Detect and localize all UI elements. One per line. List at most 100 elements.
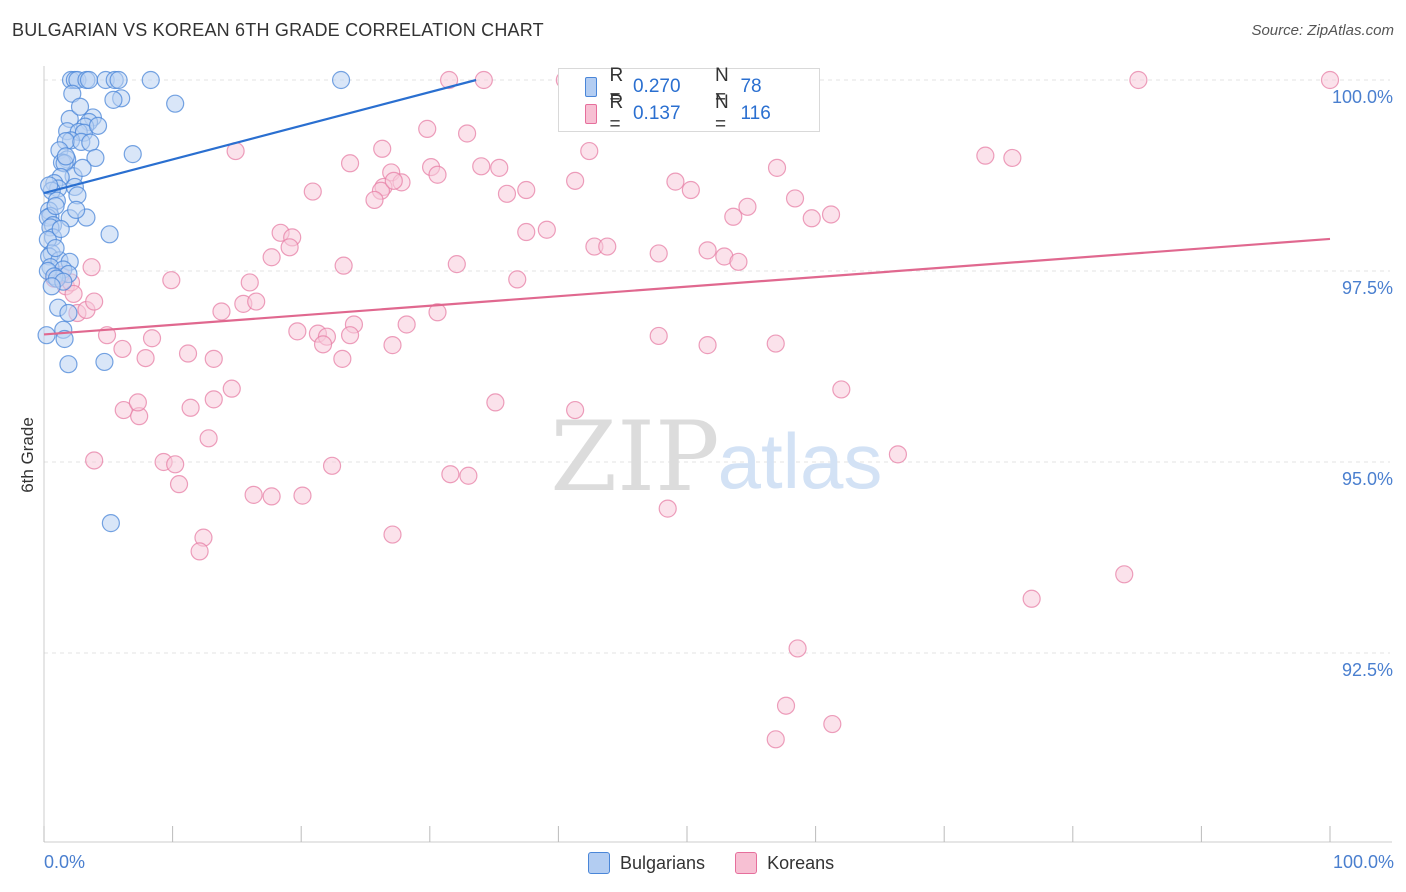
koreans-point	[698, 336, 717, 355]
koreans-point	[204, 390, 223, 409]
legend-swatch-koreans	[585, 104, 598, 124]
koreans-point	[649, 244, 668, 263]
koreans-point	[598, 237, 617, 256]
koreans-point	[666, 172, 685, 191]
bulgarians-point	[59, 303, 78, 323]
koreans-point	[303, 182, 322, 201]
bulgarians-point	[86, 148, 105, 168]
koreans-point	[383, 525, 402, 544]
series-label-bulgarians: Bulgarians	[620, 852, 706, 873]
legend-r-label: R =	[609, 92, 624, 135]
bulgarians-point	[73, 158, 92, 177]
koreans-point	[1129, 70, 1148, 90]
legend-n-label: N =	[714, 92, 729, 135]
koreans-point	[222, 379, 241, 398]
legend-row-bulgarians: R = 0.270 N = 78	[585, 65, 822, 108]
koreans-point	[486, 393, 505, 412]
koreans-point	[247, 292, 266, 311]
koreans-point	[178, 344, 198, 363]
bulgarians-point	[56, 147, 75, 166]
koreans-point	[724, 207, 743, 226]
chart-source: Source: ZipAtlas.com	[1251, 22, 1394, 39]
koreans-point	[397, 315, 416, 334]
koreans-point	[785, 189, 805, 208]
koreans-point	[1320, 70, 1340, 90]
gridlines	[44, 79, 1390, 654]
koreans-point	[776, 696, 796, 715]
koreans-point	[340, 154, 360, 173]
koreans-point	[114, 400, 133, 420]
koreans-point	[113, 339, 132, 359]
koreans-point	[262, 248, 281, 267]
koreans-point	[517, 222, 536, 242]
koreans-point	[821, 205, 841, 224]
koreans-point	[766, 730, 785, 749]
koreans-point	[142, 329, 162, 348]
legend-n-value-koreans: 116	[740, 103, 771, 124]
koreans-point	[472, 157, 491, 176]
bulgarians-point	[101, 514, 120, 533]
series-swatch-bulgarians	[588, 852, 610, 874]
koreans-point	[729, 252, 748, 271]
axes	[43, 66, 1392, 843]
koreans-point	[384, 171, 403, 190]
bulgarians-point	[100, 225, 119, 244]
correlation-legend: R = 0.270 N = 78 R = 0.137 N = 116	[558, 65, 822, 135]
watermark-zip: ZIP	[550, 401, 719, 513]
koreans-point	[658, 499, 677, 518]
legend-swatch-bulgarians	[585, 77, 598, 97]
koreans-point	[85, 292, 104, 311]
koreans-point	[322, 456, 342, 475]
koreans-point	[1003, 148, 1022, 168]
koreans-point	[418, 119, 437, 138]
series-legend-koreans[interactable]: Koreans	[735, 852, 834, 874]
koreans-point	[333, 349, 352, 368]
koreans-point	[888, 445, 908, 464]
koreans-point	[181, 398, 200, 417]
y-tick-label: 95.0%	[1342, 469, 1393, 489]
koreans-point	[204, 349, 223, 368]
koreans-point	[1115, 565, 1134, 584]
koreans-point	[738, 197, 757, 216]
koreans-point	[365, 190, 384, 210]
koreans-point	[441, 465, 460, 484]
series-swatch-koreans	[735, 852, 758, 874]
koreans-point	[566, 400, 585, 420]
koreans-point	[128, 393, 147, 412]
koreans-point	[508, 270, 527, 289]
series-legend: Bulgarians Koreans	[588, 852, 864, 874]
koreans-point	[788, 639, 807, 658]
y-tick-label: 100.0%	[1332, 87, 1393, 107]
koreans-point	[240, 273, 259, 292]
koreans-point	[497, 184, 517, 203]
koreans-point	[649, 326, 668, 346]
koreans-point	[802, 209, 821, 228]
x-tick-label-max: 100.0%	[1332, 852, 1394, 872]
legend-n-value-bulgarians: 78	[740, 76, 762, 97]
bulgarians-point	[331, 70, 351, 90]
bulgarians-point	[70, 97, 90, 116]
x-tick-label-min: 0.0%	[44, 852, 86, 872]
series-label-koreans: Koreans	[767, 852, 835, 873]
bulgarians-trend-line	[43, 78, 477, 195]
koreans-point	[447, 255, 466, 274]
series-legend-bulgarians[interactable]: Bulgarians	[588, 852, 705, 874]
koreans-point	[580, 141, 599, 161]
y-tick-label: 92.5%	[1342, 660, 1393, 680]
koreans-point	[976, 146, 995, 165]
koreans-point	[681, 180, 700, 200]
koreans-point	[262, 487, 281, 506]
koreans-point	[169, 475, 189, 494]
bulgarians-point	[123, 145, 142, 164]
koreans-point	[280, 238, 299, 257]
y-tick-label: 97.5%	[1342, 278, 1393, 298]
bulgarians-point	[59, 355, 78, 374]
watermark: ZIP atlas	[550, 401, 882, 513]
koreans-point	[293, 486, 312, 505]
koreans-point	[85, 451, 104, 470]
koreans-point	[766, 334, 785, 353]
bulgarians-point	[46, 196, 65, 216]
koreans-point	[383, 336, 402, 355]
koreans-point	[823, 714, 842, 734]
